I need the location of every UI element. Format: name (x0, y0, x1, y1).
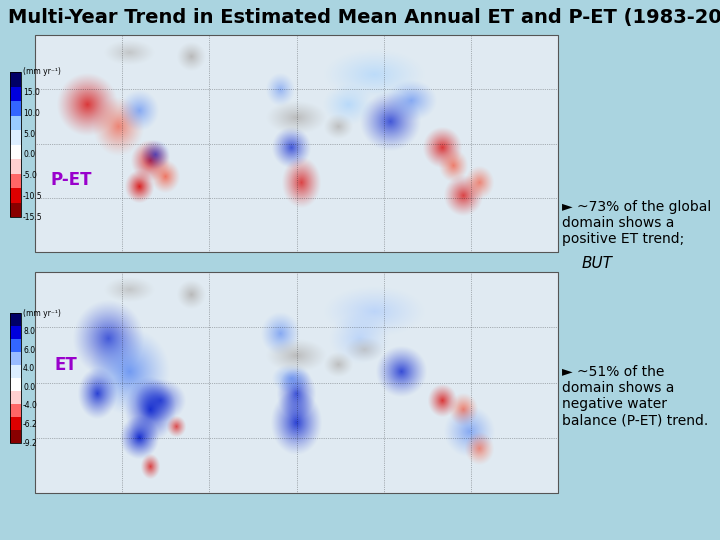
Bar (10, 391, 21, 404)
Text: 4.0: 4.0 (23, 364, 35, 373)
Bar (10, 378, 21, 391)
Text: ► ~73% of the global
domain shows a
positive ET trend;: ► ~73% of the global domain shows a posi… (562, 200, 711, 246)
Bar (10, 101, 21, 116)
Text: 5.0: 5.0 (23, 130, 35, 139)
Bar (10, 352, 21, 365)
Text: -15.5: -15.5 (23, 213, 42, 221)
Bar (10, 72, 21, 86)
Text: ► ~51% of the
domain shows a
negative water
balance (P-ET) trend.: ► ~51% of the domain shows a negative wa… (562, 365, 708, 428)
Bar (10, 404, 21, 417)
Bar (10, 313, 21, 326)
Bar (10, 313, 21, 443)
Bar (10, 173, 21, 188)
Text: -5.0: -5.0 (23, 171, 38, 180)
Bar (35, 272, 558, 493)
Text: -9.2: -9.2 (23, 438, 37, 448)
Text: (mm yr⁻¹): (mm yr⁻¹) (23, 68, 61, 77)
Text: P-ET: P-ET (50, 171, 91, 189)
Bar (10, 116, 21, 130)
Bar (10, 202, 21, 217)
Text: -4.0: -4.0 (23, 401, 38, 410)
Bar (10, 86, 21, 101)
Text: 15.0: 15.0 (23, 88, 40, 97)
Bar (35, 35, 558, 252)
Text: -6.2: -6.2 (23, 420, 37, 429)
Text: 10.0: 10.0 (23, 109, 40, 118)
Text: ET: ET (55, 356, 78, 374)
Bar (10, 72, 21, 217)
Bar (10, 365, 21, 378)
Bar (10, 188, 21, 202)
Bar (10, 417, 21, 430)
Text: 0.0: 0.0 (23, 150, 35, 159)
Bar (10, 159, 21, 173)
Text: BUT: BUT (582, 256, 613, 272)
Text: Multi-Year Trend in Estimated Mean Annual ET and P-ET (1983-2006): Multi-Year Trend in Estimated Mean Annua… (8, 8, 720, 27)
Bar (10, 430, 21, 443)
Text: 8.0: 8.0 (23, 327, 35, 336)
Bar (10, 339, 21, 352)
Text: (mm yr⁻¹): (mm yr⁻¹) (23, 308, 61, 318)
Bar (10, 130, 21, 145)
Text: -10.5: -10.5 (23, 192, 42, 201)
Text: 0.0: 0.0 (23, 383, 35, 392)
Bar (10, 145, 21, 159)
Text: 6.0: 6.0 (23, 346, 35, 355)
Bar (10, 326, 21, 339)
